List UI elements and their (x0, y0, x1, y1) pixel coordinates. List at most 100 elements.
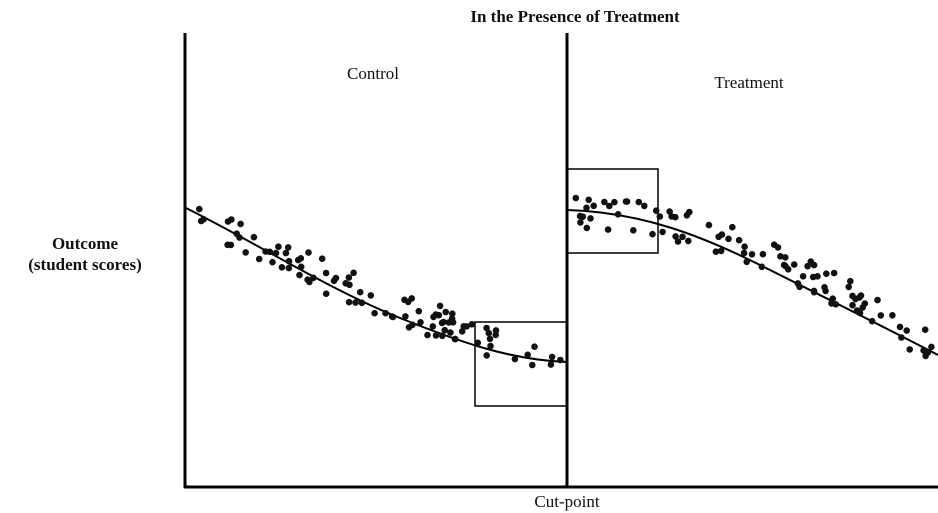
dots (196, 194, 935, 369)
dot (790, 261, 798, 268)
dot (402, 313, 409, 320)
dot (649, 230, 656, 238)
dot (814, 273, 821, 280)
dot (877, 312, 885, 319)
dot (439, 332, 446, 340)
dot (674, 238, 682, 245)
dot (440, 318, 447, 326)
dot (743, 258, 750, 266)
dot (903, 327, 910, 334)
dot (668, 213, 675, 220)
dot (382, 309, 389, 317)
dot (849, 301, 856, 309)
dot (906, 346, 913, 353)
dot (242, 249, 249, 256)
dot (282, 249, 290, 257)
dot (358, 299, 366, 307)
dot (715, 233, 722, 241)
dot (524, 351, 531, 359)
treatment-trend (566, 209, 938, 356)
dot (389, 313, 397, 321)
dot (197, 217, 205, 225)
dot (285, 257, 293, 265)
dot (614, 211, 622, 218)
dot (849, 292, 856, 300)
dot (405, 324, 413, 331)
dot (436, 302, 444, 310)
dot (741, 243, 748, 250)
dot (604, 226, 612, 233)
dot (822, 287, 829, 295)
title: In the Presence of Treatment (470, 7, 680, 26)
dot (807, 258, 815, 265)
dot (278, 264, 286, 271)
dot (432, 332, 440, 339)
dot (635, 198, 643, 206)
dot (659, 228, 666, 236)
dot (408, 295, 416, 302)
dot (630, 227, 637, 234)
dot (492, 331, 500, 339)
dot (237, 220, 244, 228)
dot (255, 255, 263, 263)
dot (622, 198, 630, 205)
dot (474, 339, 482, 347)
dot (889, 312, 896, 319)
dot (672, 233, 679, 240)
dot (318, 255, 326, 262)
dot (799, 273, 807, 280)
window-box (474, 321, 568, 407)
dot (579, 213, 587, 220)
dot (729, 223, 736, 231)
dot (483, 352, 491, 359)
dot (415, 307, 423, 315)
dot (296, 271, 303, 279)
x-label: Cut-point (534, 492, 599, 511)
dot (435, 311, 443, 319)
dot (830, 269, 838, 277)
y-label: Outcome (52, 234, 119, 253)
y-label: (student scores) (28, 255, 141, 274)
dot (487, 342, 494, 350)
dot (759, 250, 767, 258)
dot (782, 254, 789, 261)
dot (590, 202, 597, 210)
dot (468, 321, 476, 328)
dot (458, 328, 466, 335)
dot (924, 349, 932, 356)
dot (796, 283, 803, 291)
dot (322, 269, 330, 277)
dot (572, 194, 580, 202)
dot (782, 262, 789, 270)
dot (685, 237, 692, 245)
dot (227, 241, 235, 249)
dot (342, 280, 350, 287)
dot (310, 274, 317, 282)
dot (601, 198, 608, 206)
dot (429, 323, 437, 330)
dot (352, 299, 359, 306)
dot (652, 207, 660, 214)
region-label: Treatment (714, 73, 784, 92)
dot (305, 249, 312, 256)
dot (350, 269, 357, 277)
dot (577, 219, 584, 226)
dot (705, 221, 713, 229)
dot (898, 334, 905, 341)
dot (332, 274, 340, 282)
dot (810, 288, 818, 296)
dot (847, 277, 854, 285)
dot (717, 247, 725, 255)
dot (856, 294, 863, 301)
dot (823, 270, 830, 278)
dot (322, 290, 330, 298)
dot (449, 319, 457, 326)
dot (740, 249, 748, 257)
dot (641, 202, 648, 210)
dot (447, 329, 454, 336)
dot (547, 361, 555, 368)
dot (656, 213, 664, 220)
dot (452, 335, 459, 343)
dot (774, 244, 782, 251)
